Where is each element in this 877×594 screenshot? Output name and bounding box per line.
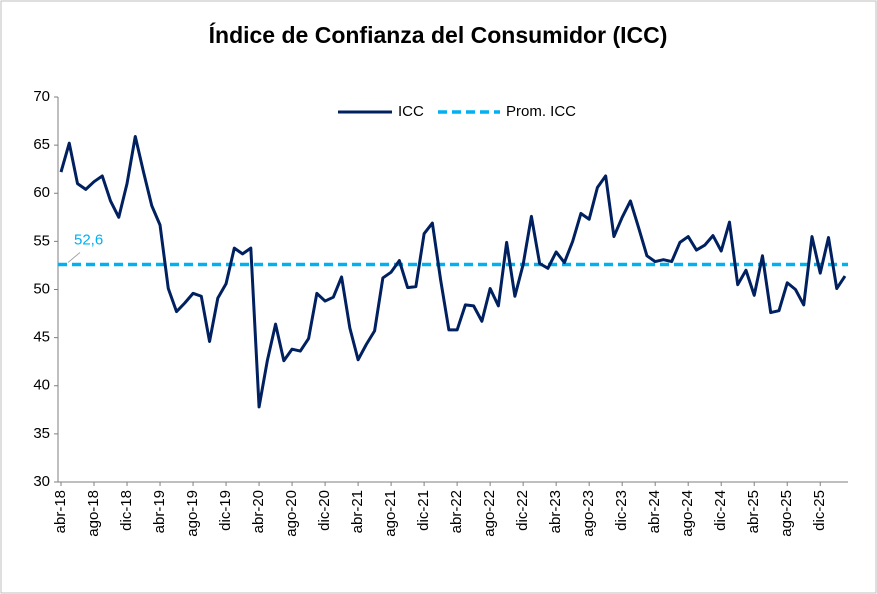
y-tick-label: 40	[33, 377, 50, 394]
x-tick-label: abr-19	[151, 490, 168, 533]
x-tick-label: dic-20	[316, 490, 333, 531]
legend-label: Prom. ICC	[506, 103, 576, 120]
x-tick-label: ago-24	[679, 490, 696, 537]
y-tick-label: 50	[33, 280, 50, 297]
x-tick-label: ago-20	[283, 490, 300, 537]
x-tick-label: abr-24	[646, 490, 663, 533]
y-tick-label: 45	[33, 329, 50, 346]
chart-title: Índice de Confianza del Consumidor (ICC)	[209, 21, 668, 48]
average-leader	[67, 252, 81, 263]
x-tick-label: ago-21	[382, 490, 399, 537]
x-tick-label: dic-23	[613, 490, 630, 531]
x-tick-label: abr-22	[448, 490, 465, 533]
x-tick-label: dic-19	[217, 490, 234, 531]
x-tick-label: dic-21	[415, 490, 432, 531]
y-tick-label: 55	[33, 232, 50, 249]
x-tick-label: abr-20	[250, 490, 267, 533]
x-tick-label: ago-22	[481, 490, 498, 537]
x-tick-label: ago-18	[85, 490, 102, 537]
y-tick-label: 30	[33, 473, 50, 490]
y-tick-label: 35	[33, 425, 50, 442]
x-tick-label: abr-21	[349, 490, 366, 533]
y-tick-label: 65	[33, 136, 50, 153]
x-tick-label: dic-18	[118, 490, 135, 531]
x-tick-label: abr-23	[547, 490, 564, 533]
x-tick-label: abr-18	[52, 490, 69, 533]
legend-label: ICC	[398, 103, 424, 120]
x-tick-label: ago-25	[778, 490, 795, 537]
x-tick-label: dic-22	[514, 490, 531, 531]
x-tick-label: ago-19	[184, 490, 201, 537]
x-tick-label: dic-25	[811, 490, 828, 531]
icc-line	[59, 134, 847, 409]
y-tick-label: 70	[33, 88, 50, 105]
x-tick-label: ago-23	[580, 490, 597, 537]
x-tick-label: dic-24	[712, 490, 729, 531]
x-tick-label: abr-25	[745, 490, 762, 533]
y-tick-label: 60	[33, 184, 50, 201]
average-label: 52,6	[74, 231, 103, 248]
